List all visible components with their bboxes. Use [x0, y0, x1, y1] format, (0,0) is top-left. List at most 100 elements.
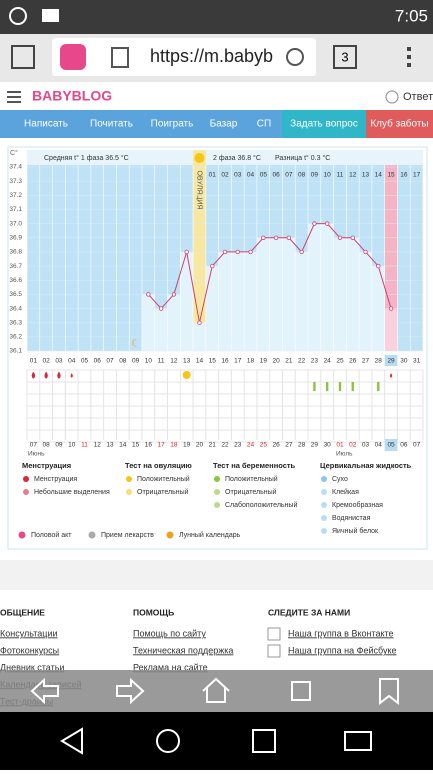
- hamburger[interactable]: [7, 91, 21, 103]
- date-label: 02: [349, 442, 357, 449]
- temp-point[interactable]: [248, 249, 253, 255]
- legend-item: Сухо: [332, 476, 348, 483]
- today-col: [384, 165, 398, 351]
- footer-link[interactable]: Наша группа на Фейсбуке: [288, 645, 397, 655]
- nav-label[interactable]: Задать вопрос: [290, 119, 358, 130]
- recents-key[interactable]: [252, 729, 276, 753]
- temp-bar: [218, 251, 232, 351]
- day-label: 17: [234, 358, 242, 365]
- day-label: 13: [183, 358, 191, 365]
- hamburger-line: [7, 101, 21, 103]
- temp-point[interactable]: [184, 249, 189, 255]
- answers-link[interactable]: Ответы: [403, 91, 433, 103]
- temp-point[interactable]: [312, 221, 317, 226]
- temp-bar: [154, 308, 168, 351]
- day-label: 01: [30, 358, 38, 365]
- footer-link[interactable]: Консультации: [0, 628, 58, 638]
- footer-link[interactable]: Фотоконкурсы: [0, 645, 59, 655]
- temp-point[interactable]: [171, 292, 177, 297]
- social-icon: [267, 627, 281, 641]
- tabs-btn[interactable]: [333, 45, 357, 69]
- temp-point[interactable]: [158, 306, 164, 311]
- back-btn[interactable]: [30, 677, 59, 705]
- legend-item: Водянистая: [332, 515, 371, 522]
- legend-extra: Половой акт: [31, 531, 72, 539]
- home-btn[interactable]: [202, 677, 230, 703]
- day-label: 02: [43, 358, 51, 365]
- temp-point[interactable]: [388, 306, 394, 311]
- whatsapp-icon: [9, 7, 27, 25]
- temp-point[interactable]: [363, 249, 368, 255]
- temp-point[interactable]: [350, 235, 355, 240]
- forward-btn[interactable]: [116, 677, 145, 705]
- temp-point[interactable]: [376, 263, 381, 269]
- temp-point[interactable]: [197, 320, 202, 325]
- nav-label[interactable]: Поиграть: [151, 119, 194, 130]
- legend-item: Яичный белок: [332, 527, 379, 535]
- temp-point[interactable]: [299, 249, 304, 255]
- legend-item: Отрицательный: [137, 488, 189, 496]
- today-date-bg: [384, 439, 398, 451]
- pregnancy-test: [325, 382, 329, 391]
- temp-bar: [295, 251, 309, 351]
- nav-label[interactable]: Базар: [210, 119, 238, 130]
- date-label: 08: [43, 442, 51, 449]
- tab-count: 3: [341, 49, 348, 64]
- temp-point[interactable]: [286, 235, 292, 240]
- y-tick-label: 37.1: [9, 206, 22, 213]
- temp-point[interactable]: [235, 249, 240, 255]
- day-label: 19: [260, 358, 268, 365]
- day-label: 26: [349, 358, 357, 365]
- footer-link[interactable]: Техническая поддержка: [133, 645, 233, 655]
- share-key[interactable]: [344, 731, 372, 751]
- logo[interactable]: BABYBLOG: [32, 88, 112, 104]
- nav-label[interactable]: Написать: [24, 119, 68, 130]
- phase2-day: 12: [349, 172, 357, 179]
- bookmark-btn[interactable]: [379, 678, 399, 706]
- tabs-btn[interactable]: [291, 681, 311, 701]
- nav-label[interactable]: СП: [257, 119, 271, 130]
- nav-bar: [0, 712, 433, 770]
- back-key[interactable]: [60, 727, 83, 755]
- fullscreen-btn[interactable]: [11, 45, 35, 69]
- temp-bar: [141, 294, 155, 351]
- day-label: 03: [55, 358, 63, 365]
- day-label: 05: [81, 358, 89, 365]
- home-key[interactable]: [156, 729, 180, 753]
- temp-point[interactable]: [222, 249, 228, 255]
- temp-bar: [205, 266, 219, 351]
- menu-dots[interactable]: [407, 47, 411, 51]
- day-label: 23: [311, 358, 319, 365]
- temp-bar: [371, 266, 385, 351]
- date-label: 05: [387, 442, 395, 449]
- nav-label[interactable]: Клуб заботы: [370, 118, 428, 130]
- footer-link[interactable]: Наша группа в Вконтакте: [288, 628, 394, 638]
- pregnancy-test: [338, 382, 342, 391]
- y-tick-label: 36.9: [9, 234, 22, 241]
- y-tick-label: 36.5: [9, 291, 22, 298]
- pregnancy-test: [377, 382, 380, 391]
- footer-link[interactable]: Помощь по сайту: [133, 628, 206, 638]
- temp-point[interactable]: [210, 263, 215, 269]
- phase2-day: 04: [247, 172, 255, 179]
- temp-point[interactable]: [273, 235, 279, 240]
- menstruation-drop: [31, 371, 36, 379]
- legend-item: Положительный: [225, 475, 278, 483]
- temp-point[interactable]: [337, 235, 343, 240]
- legend-icon: [126, 489, 132, 495]
- phase2-day: 03: [234, 172, 242, 179]
- footer-link[interactable]: Реклама на сайте: [133, 662, 208, 672]
- month: Июль: [336, 451, 353, 458]
- legend-icon: [214, 502, 220, 508]
- day-label: 20: [272, 358, 280, 365]
- temp-point[interactable]: [261, 235, 266, 240]
- ovulation-label: ОВУЛЯЦИЯ: [196, 170, 203, 209]
- footer-title: ОБЩЕНИЕ: [0, 607, 45, 617]
- temp-point[interactable]: [146, 292, 151, 297]
- nav-label[interactable]: Почитать: [90, 119, 133, 130]
- date-label: 15: [132, 442, 140, 449]
- temp-point[interactable]: [324, 221, 330, 226]
- y-tick-label: 36.3: [9, 319, 22, 326]
- reload-btn[interactable]: [286, 48, 304, 66]
- footer-link[interactable]: Дневник статьи: [0, 662, 64, 672]
